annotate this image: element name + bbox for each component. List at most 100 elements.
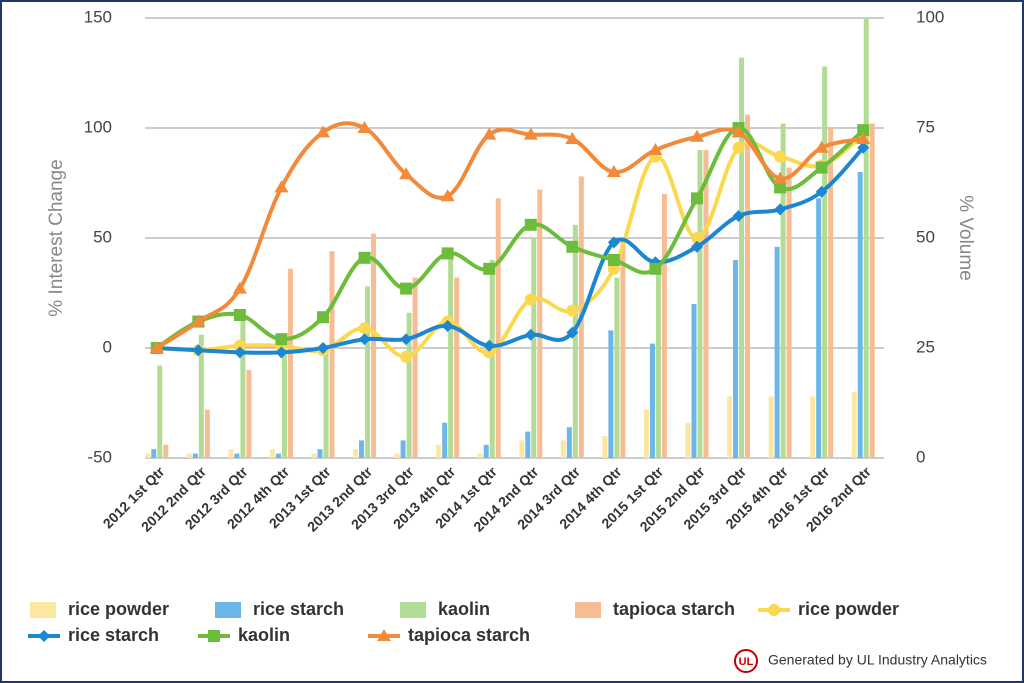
bar [400, 440, 406, 458]
legend-swatch [400, 602, 426, 618]
svg-text:UL: UL [739, 656, 754, 668]
marker [483, 262, 496, 275]
marker [191, 314, 206, 327]
bar [394, 453, 400, 458]
bar [703, 150, 709, 458]
legend-item: rice starch [28, 625, 159, 645]
bar [643, 409, 649, 458]
ul-logo: UL [734, 649, 758, 673]
marker [857, 124, 870, 137]
marker [524, 293, 537, 306]
marker [38, 630, 50, 642]
bar [608, 330, 614, 458]
marker [566, 240, 579, 253]
marker [607, 236, 620, 249]
marker [648, 143, 663, 155]
bar [436, 444, 442, 458]
marker [233, 309, 246, 321]
line [155, 121, 864, 350]
marker [524, 328, 537, 341]
y-tick-label: 150 [84, 7, 112, 26]
marker [192, 344, 205, 357]
marker [774, 150, 787, 163]
bar [655, 268, 661, 458]
marker [483, 346, 496, 359]
bar [359, 440, 365, 458]
marker [565, 132, 580, 144]
legend-label: tapioca starch [613, 599, 735, 619]
bar [151, 449, 157, 458]
marker [441, 320, 454, 332]
y2-tick-label: 50 [916, 227, 935, 246]
bar [442, 422, 448, 458]
marker [232, 281, 247, 294]
bar [448, 251, 454, 458]
marker [233, 346, 246, 359]
bar [566, 427, 572, 458]
legend-item: kaolin [400, 599, 490, 619]
marker [523, 127, 538, 140]
legend-item: kaolin [198, 625, 290, 645]
legend-swatch [30, 602, 56, 618]
bar [661, 194, 667, 458]
bar [531, 238, 537, 458]
y-tick-label: -50 [87, 447, 112, 466]
bar [697, 150, 703, 458]
marker [358, 251, 371, 264]
marker [483, 339, 496, 352]
marker [774, 203, 787, 216]
bar [192, 453, 198, 458]
marker [566, 304, 579, 317]
y-tick-label: 0 [103, 337, 112, 356]
y-tick-label: 50 [93, 227, 112, 246]
legend-label: tapioca starch [408, 625, 530, 645]
marker [691, 240, 703, 253]
bar [186, 453, 192, 458]
bar [269, 449, 275, 458]
y2-axis-label: % Volume [955, 195, 976, 281]
legend-label: rice starch [253, 599, 344, 619]
bar [572, 224, 578, 458]
bar [329, 251, 335, 458]
bar [727, 396, 733, 458]
bar [495, 198, 501, 458]
bar [365, 286, 371, 458]
marker [815, 185, 828, 198]
bar [317, 449, 323, 458]
bar [537, 189, 543, 458]
bar [275, 453, 281, 458]
bar [371, 233, 377, 458]
marker [441, 247, 454, 260]
marker [317, 342, 329, 354]
marker [275, 333, 288, 346]
marker [774, 181, 787, 194]
marker [440, 189, 455, 202]
marker [357, 121, 372, 133]
bar [353, 449, 359, 458]
bar [869, 123, 875, 458]
marker [856, 132, 871, 144]
marker [649, 262, 662, 275]
bar [863, 18, 869, 458]
legend-item: rice powder [30, 599, 169, 619]
marker [233, 339, 246, 352]
bar [163, 444, 169, 458]
marker [857, 141, 870, 154]
bar [822, 66, 828, 459]
bar [157, 365, 163, 458]
marker [482, 127, 497, 140]
legend-item: rice starch [215, 599, 344, 619]
bar [620, 238, 626, 458]
bar [454, 277, 460, 458]
bar [477, 453, 483, 458]
bar [851, 392, 857, 458]
legend-item: tapioca starch [368, 625, 530, 645]
bar [685, 422, 691, 458]
marker [732, 210, 745, 222]
bar [691, 304, 697, 458]
bar [614, 277, 620, 458]
bar [198, 334, 204, 458]
marker [731, 125, 746, 138]
